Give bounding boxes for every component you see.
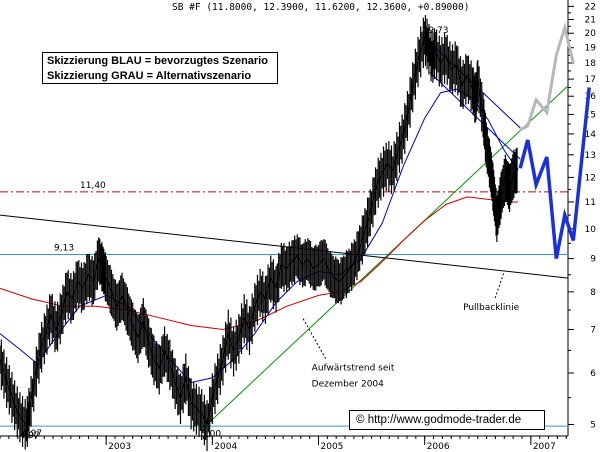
y-tick-label: 8 bbox=[590, 288, 596, 298]
level-label: 11,40 bbox=[80, 181, 106, 191]
y-tick-label: 16 bbox=[585, 92, 597, 102]
annotation-low-2002: 4,97 bbox=[20, 431, 40, 441]
copyright-url: http://www.godmode-trader.de bbox=[367, 414, 522, 426]
y-tick-label: 15 bbox=[585, 110, 596, 120]
moving-average-2 bbox=[0, 196, 519, 331]
legend-line-blue: Skizzierung BLAU = bevorzugtes Szenario bbox=[47, 55, 268, 67]
scenario-legend: Skizzierung BLAU = bevorzugtes Szenario … bbox=[42, 52, 278, 84]
y-tick-label: 9 bbox=[590, 255, 596, 265]
x-tick-label: 2006 bbox=[427, 442, 450, 452]
y-tick-label: 18 bbox=[585, 59, 597, 69]
annotation-uptrend-1: Aufwärtstrend seit bbox=[312, 364, 395, 374]
scenario-grey-path bbox=[519, 22, 575, 132]
y-tick-label: 22 bbox=[585, 2, 596, 12]
pointer-pullback bbox=[494, 271, 505, 299]
x-tick-label: 2003 bbox=[108, 442, 131, 452]
y-tick-label: 14 bbox=[585, 130, 597, 140]
copyright-symbol: © bbox=[356, 414, 365, 426]
price-line bbox=[0, 35, 519, 427]
legend-line-grey: Skizzierung GRAU = Alternativszenario bbox=[47, 70, 252, 82]
y-tick-label: 21 bbox=[585, 15, 596, 25]
annotation-pullback: Pullbacklinie bbox=[463, 303, 520, 313]
level-label: 9,13 bbox=[54, 244, 74, 254]
annotation-low-2003: 5,00 bbox=[201, 429, 221, 439]
x-tick-label: 2007 bbox=[533, 442, 556, 452]
y-tick-label: 19 bbox=[585, 44, 597, 54]
y-tick-label: 20 bbox=[585, 29, 597, 39]
x-tick-label: 2004 bbox=[214, 442, 237, 452]
copyright-box: © http://www.godmode-trader.de bbox=[349, 410, 545, 430]
trend-line-uptrend bbox=[206, 85, 569, 425]
y-tick-label: 12 bbox=[585, 173, 596, 183]
chart-title: SB #F (11.8000, 12.3900, 11.6200, 12.360… bbox=[172, 2, 469, 13]
annotation-high: 19,73 bbox=[423, 26, 449, 36]
y-tick-label: 17 bbox=[585, 75, 596, 85]
moving-average-1 bbox=[0, 88, 519, 384]
level-label: 4,97 bbox=[22, 429, 42, 439]
y-tick-label: 10 bbox=[585, 225, 597, 235]
y-tick-label: 11 bbox=[585, 198, 596, 208]
y-tick-label: 6 bbox=[590, 369, 596, 379]
y-tick-label: 7 bbox=[590, 326, 596, 336]
annotation-uptrend-2: Dezember 2004 bbox=[312, 380, 384, 390]
x-tick-label: 2005 bbox=[321, 442, 344, 452]
y-tick-label: 13 bbox=[585, 151, 596, 161]
scenario-blue-path bbox=[518, 87, 591, 259]
y-tick-label: 5 bbox=[590, 420, 596, 430]
